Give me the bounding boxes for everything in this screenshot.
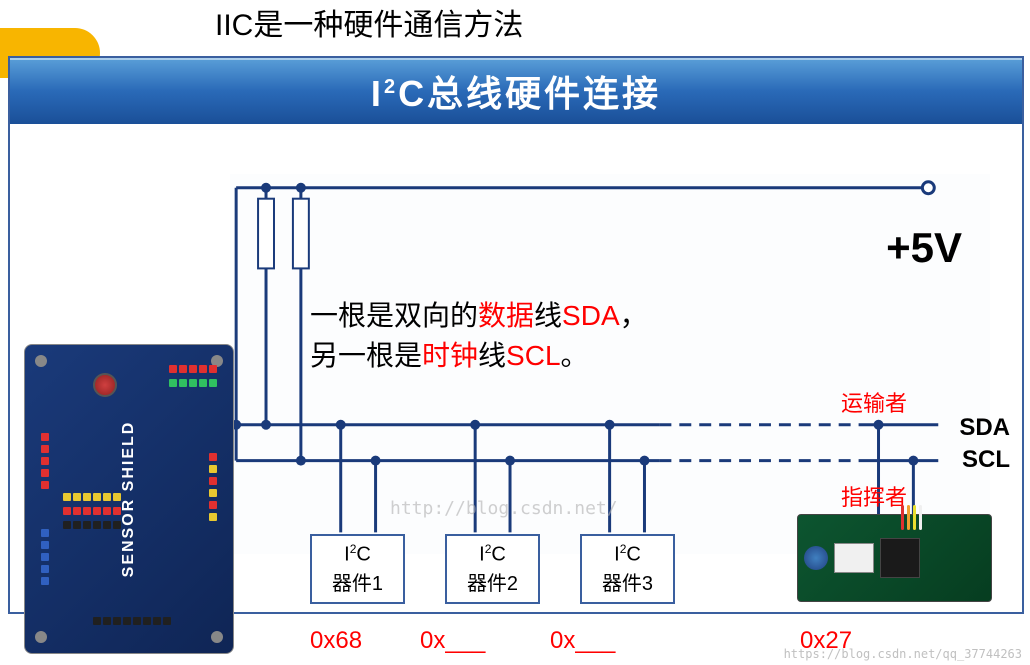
sensor-shield-board: SENSOR SHIELD [24, 344, 234, 654]
i2c-device-1: I2C 器件1 [310, 534, 405, 604]
lcd-chip-icon [880, 538, 920, 578]
address-dev2: 0x___ [420, 627, 485, 655]
lcd-connector-icon [834, 543, 874, 573]
reset-button-icon [93, 373, 117, 397]
description-line-1: 一根是双向的数据线SDA， [310, 294, 648, 334]
lcd-module [797, 514, 992, 602]
lcd-potentiometer-icon [804, 546, 828, 570]
i2c-device-3: I2C 器件3 [580, 534, 675, 604]
watermark-url: http://blog.csdn.net/ [390, 498, 618, 519]
shield-label: SENSOR SHIELD [120, 421, 138, 578]
banner-title: I2C总线硬件连接 [371, 65, 661, 117]
annotation-commander: 指挥者 [841, 480, 907, 512]
sda-label: SDA [959, 414, 1010, 442]
address-dev1: 0x68 [310, 627, 362, 655]
annotation-transporter: 运输者 [841, 386, 907, 418]
diagram-frame: I2C总线硬件连接 [8, 56, 1024, 614]
description-line-2: 另一根是时钟线SCL。 [310, 334, 589, 374]
voltage-label: +5V [886, 224, 962, 272]
scl-label: SCL [962, 446, 1010, 474]
corner-watermark: https://blog.csdn.net/qq_37744263 [784, 647, 1022, 661]
page-title: IIC是一种硬件通信方法 [215, 0, 523, 44]
diagram-area: +5V SDA SCL 一根是双向的数据线SDA， 另一根是时钟线SCL。 运输… [10, 124, 1022, 612]
banner: I2C总线硬件连接 [10, 58, 1022, 124]
address-dev3: 0x___ [550, 627, 615, 655]
i2c-device-2: I2C 器件2 [445, 534, 540, 604]
